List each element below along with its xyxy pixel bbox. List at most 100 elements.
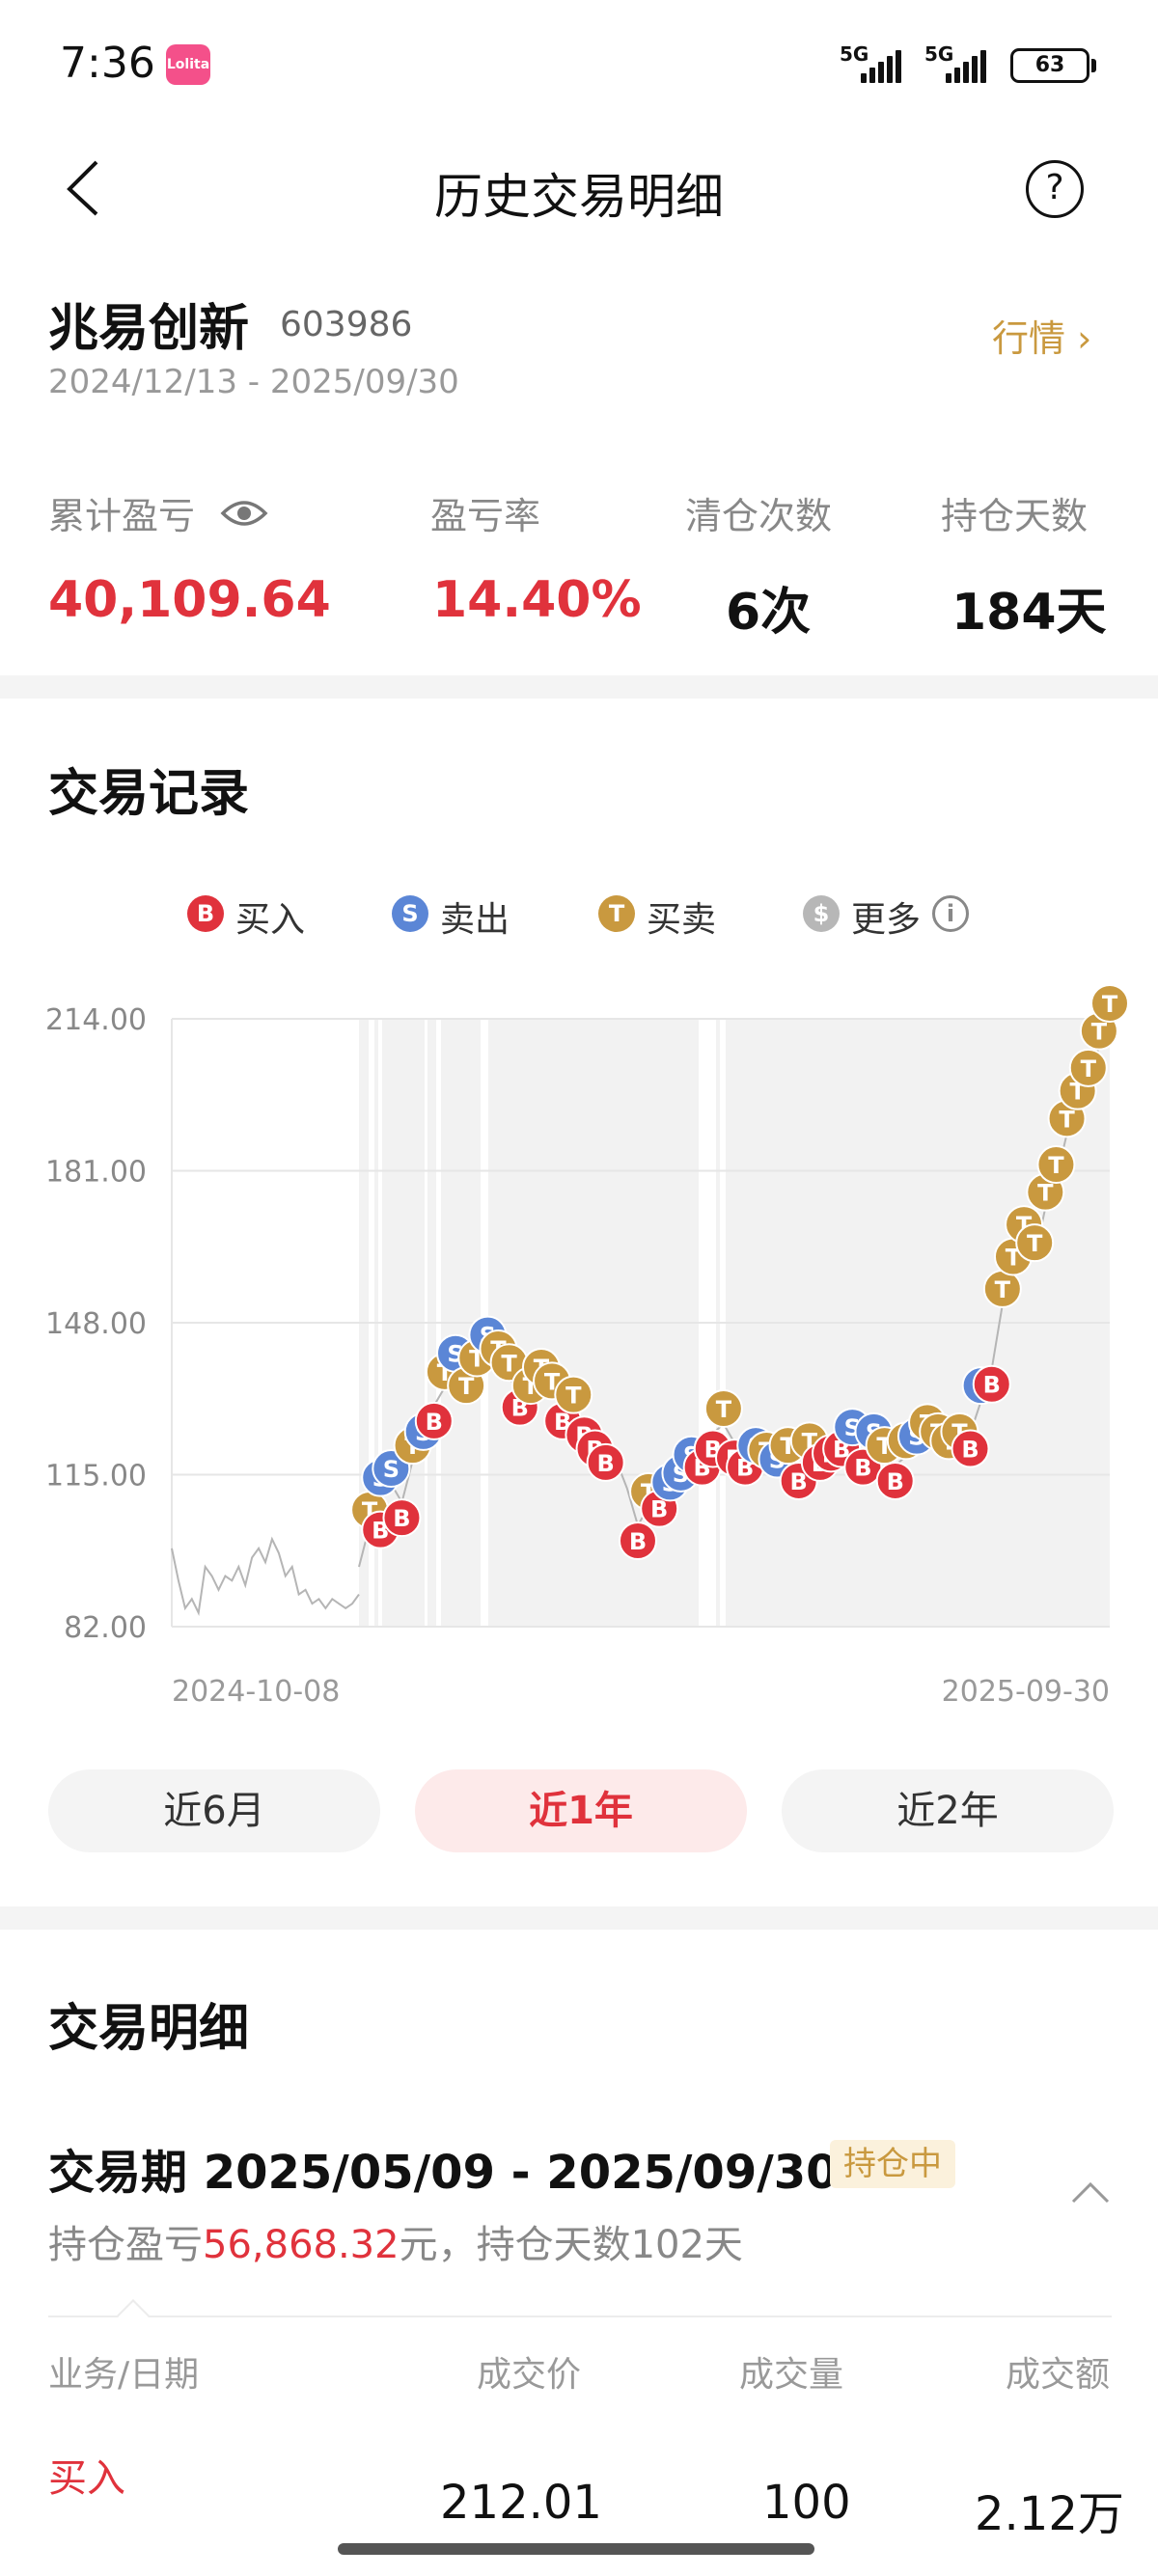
chart-y-ticks: 214.00 181.00 148.00 115.00 82.00: [45, 1003, 147, 1645]
stock-date-range: 2024/12/13 - 2025/09/30: [48, 363, 459, 401]
trade-marker: T: [982, 1269, 1022, 1308]
trade-marker-circle: [1036, 1145, 1076, 1185]
period-summary: 持仓盈亏56,868.32元，持仓天数102天: [48, 2213, 743, 2269]
trade-marker-label: T: [716, 1396, 732, 1423]
buy-marker-circle: [972, 1364, 1011, 1404]
x-axis-start-label: 2024-10-08: [172, 1675, 340, 1709]
info-icon[interactable]: i: [932, 895, 969, 932]
range-2y-button[interactable]: 近2年: [782, 1769, 1114, 1852]
chevron-up-icon[interactable]: [1069, 2177, 1112, 2206]
app-notification-icon: Lolita: [166, 44, 210, 85]
row-price: 212.01: [440, 2476, 602, 2530]
header-amount: 成交额: [1006, 2355, 1111, 2395]
buy-marker-label: B: [983, 1372, 1001, 1399]
status-bar: 7:36 Lolita 5G 5G 63: [0, 0, 1158, 125]
buy-marker: B: [586, 1442, 625, 1482]
section-divider: [0, 675, 1158, 699]
buy-marker-label: B: [790, 1468, 808, 1495]
buy-marker: B: [951, 1429, 990, 1468]
summary-label-clear-count: 清仓次数: [685, 495, 833, 537]
trade-marker-label: T: [458, 1373, 475, 1400]
sell-marker-label: S: [383, 1456, 400, 1483]
row-amount: 2.12万: [975, 2487, 1124, 2541]
buy-marker: B: [382, 1498, 422, 1538]
y-tick-label: 148.00: [45, 1307, 147, 1341]
trade-marker-label: T: [1037, 1180, 1054, 1207]
legend-label: 买入: [235, 900, 306, 940]
trade-marker: T: [703, 1389, 743, 1428]
header-volume: 成交量: [739, 2355, 844, 2395]
buy-marker-label: B: [854, 1455, 871, 1482]
help-icon[interactable]: ?: [1026, 160, 1084, 218]
trade-marker-label: T: [1091, 1019, 1108, 1046]
range-6m-button[interactable]: 近6月: [48, 1769, 380, 1852]
nav-bar: 历史交易明细 ?: [0, 135, 1158, 241]
x-axis-end-label: 2025-09-30: [942, 1675, 1110, 1709]
buy-marker-label: B: [596, 1450, 614, 1477]
page-title: 历史交易明细: [434, 169, 724, 225]
trade-marker: T: [1090, 984, 1129, 1023]
trade-marker-label: T: [565, 1383, 582, 1410]
buy-marker-label: B: [629, 1528, 647, 1555]
header-price: 成交价: [477, 2355, 582, 2395]
buy-marker: B: [875, 1461, 915, 1500]
trade-marker: T: [554, 1375, 593, 1414]
row-biz-type: 买入: [48, 2456, 125, 2501]
trade-marker-label: T: [1102, 991, 1118, 1018]
buy-marker-circle: [586, 1442, 625, 1482]
trade-marker-label: T: [995, 1276, 1011, 1303]
summary-label-hold-days: 持仓天数: [941, 495, 1089, 537]
summary-value-pnl-rate: 14.40%: [432, 571, 642, 629]
section-divider: [0, 1906, 1158, 1930]
period-sub-suffix: 元，持仓天数102天: [399, 2223, 743, 2267]
trade-marker-circle: [1090, 984, 1129, 1023]
price-line-before: [171, 1536, 360, 1617]
buy-marker-label: B: [393, 1505, 410, 1532]
summary-value-clear-count: 6次: [726, 584, 812, 642]
period-sub-prefix: 持仓盈亏: [48, 2223, 203, 2267]
buy-marker-circle: [875, 1461, 915, 1500]
holding-badge: 持仓中: [830, 2140, 955, 2188]
battery-tip: [1091, 59, 1096, 72]
chart-grid: [171, 1018, 1110, 1628]
battery-icon: 63: [1010, 48, 1089, 83]
dollar-badge-icon: $: [803, 895, 840, 932]
trade-marker: T: [1015, 1223, 1055, 1263]
legend-label: 卖出: [440, 900, 510, 940]
row-volume: 100: [762, 2476, 851, 2530]
trade-marker: T: [1068, 1048, 1108, 1087]
legend-label: 更多: [851, 900, 922, 940]
period-title: 交易期 2025/05/09 - 2025/09/30: [48, 2146, 839, 2200]
summary-value-total-pnl: 40,109.64: [48, 571, 331, 629]
home-indicator[interactable]: [338, 2543, 814, 2555]
range-1y-button[interactable]: 近1年: [415, 1769, 747, 1852]
stock-name: 兆易创新: [48, 300, 250, 358]
trade-detail-title: 交易明细: [48, 2000, 250, 2058]
trade-marker-circle: [1068, 1048, 1108, 1087]
trade-record-title: 交易记录: [48, 765, 250, 823]
y-tick-label: 214.00: [45, 1003, 147, 1037]
trade-badge-icon: T: [598, 895, 635, 932]
buy-marker-label: B: [887, 1468, 904, 1495]
sell-badge-icon: S: [392, 895, 428, 932]
buy-marker-circle: [414, 1401, 454, 1440]
buy-marker-circle: [382, 1498, 422, 1538]
trade-marker-label: T: [1027, 1230, 1043, 1257]
trade-marker-circle: [554, 1375, 593, 1414]
summary-value-hold-days: 184天: [951, 584, 1107, 642]
summary-label-pnl-rate: 盈亏率: [430, 495, 541, 537]
y-tick-label: 82.00: [64, 1611, 147, 1645]
trade-marker: T: [1036, 1145, 1076, 1185]
network-type-2: 5G: [924, 42, 954, 66]
buy-marker-circle: [951, 1429, 990, 1468]
summary-label-total-pnl: 累计盈亏: [48, 495, 196, 537]
buy-marker: B: [618, 1521, 657, 1560]
table-divider: [48, 2316, 1112, 2317]
buy-badge-icon: B: [187, 895, 224, 932]
back-arrow-icon[interactable]: [58, 158, 116, 216]
period-profit: 56,868.32: [203, 2223, 400, 2267]
y-tick-label: 181.00: [45, 1156, 147, 1190]
market-link[interactable]: 行情 ›: [992, 317, 1092, 360]
eye-icon[interactable]: [220, 496, 268, 531]
